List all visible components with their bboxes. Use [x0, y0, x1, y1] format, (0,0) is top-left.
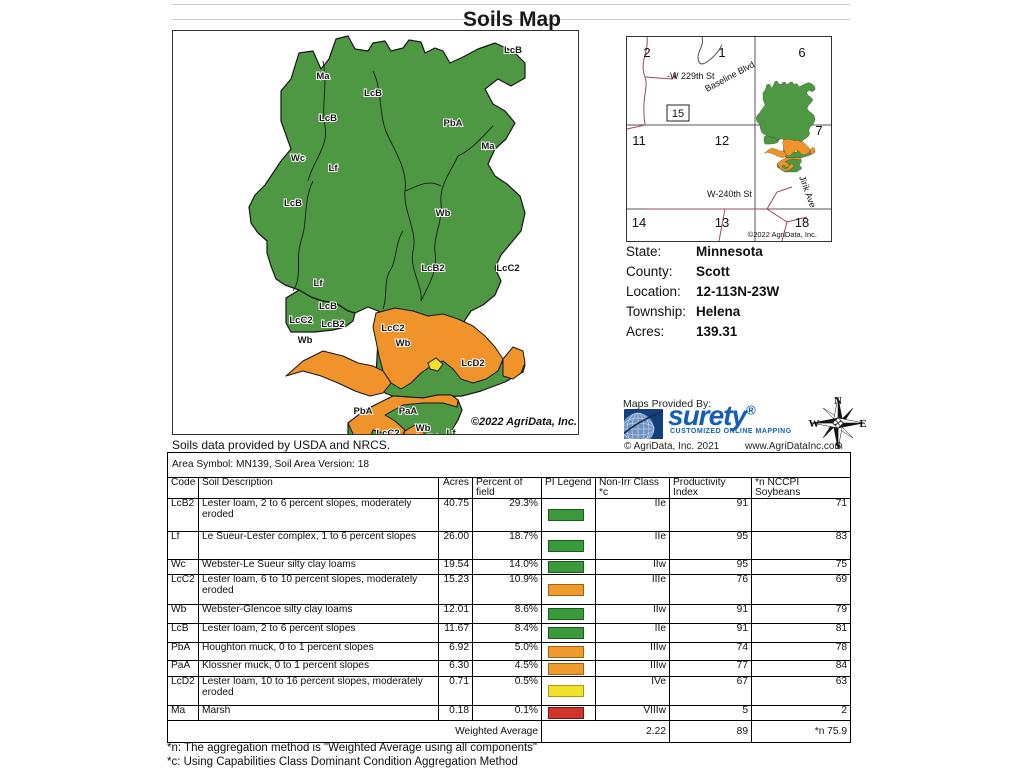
svg-text:LcB: LcB	[284, 198, 302, 209]
svg-text:Lf: Lf	[314, 278, 324, 289]
svg-text:Wc: Wc	[291, 153, 305, 164]
svg-text:LcD2: LcD2	[461, 358, 484, 369]
svg-text:S: S	[835, 440, 841, 452]
svg-text:6: 6	[798, 45, 805, 60]
svg-text:LcC2: LcC2	[289, 315, 312, 326]
svg-text:PbA: PbA	[444, 118, 463, 129]
svg-text:15: 15	[672, 108, 684, 120]
svg-text:LcB: LcB	[319, 113, 337, 124]
svg-text:LcB: LcB	[319, 301, 337, 312]
svg-text:LcC2: LcC2	[496, 263, 519, 274]
svg-text:2: 2	[643, 45, 650, 60]
svg-text:13: 13	[715, 215, 729, 230]
svg-text:N: N	[834, 395, 842, 407]
svg-text:18: 18	[795, 215, 809, 230]
svg-text:11: 11	[632, 133, 646, 148]
svg-text:LcB2: LcB2	[421, 263, 444, 274]
svg-text:Lf: Lf	[329, 163, 339, 174]
svg-text:14: 14	[632, 215, 646, 230]
svg-text:©2022 AgriData, Inc.: ©2022 AgriData, Inc.	[748, 230, 817, 239]
svg-text:Jirik Ave: Jirik Ave	[797, 174, 818, 209]
svg-text:LcB: LcB	[364, 88, 382, 99]
svg-text:PaA: PaA	[399, 406, 418, 417]
svg-text:LcC2: LcC2	[376, 428, 399, 434]
svg-text:Ma: Ma	[481, 141, 495, 152]
svg-text:Lf: Lf	[447, 428, 457, 434]
svg-text:1: 1	[718, 45, 725, 60]
svg-text:E: E	[859, 418, 866, 430]
svg-text:W: W	[809, 418, 820, 430]
svg-text:-W 229th St: -W 229th St	[667, 71, 715, 81]
svg-text:LcB2: LcB2	[321, 319, 344, 330]
svg-text:Wb: Wb	[436, 208, 451, 219]
svg-text:Wb: Wb	[298, 335, 313, 346]
svg-text:Ma: Ma	[316, 71, 330, 82]
svg-text:7: 7	[815, 123, 822, 138]
svg-text:LcC2: LcC2	[381, 323, 404, 334]
svg-text:LcB: LcB	[504, 45, 522, 56]
svg-text:LcB2: LcB2	[416, 433, 439, 434]
svg-text:12: 12	[715, 133, 729, 148]
svg-text:Wb: Wb	[396, 338, 411, 349]
svg-text:PbA: PbA	[354, 406, 373, 417]
svg-text:W-240th St: W-240th St	[707, 189, 752, 199]
